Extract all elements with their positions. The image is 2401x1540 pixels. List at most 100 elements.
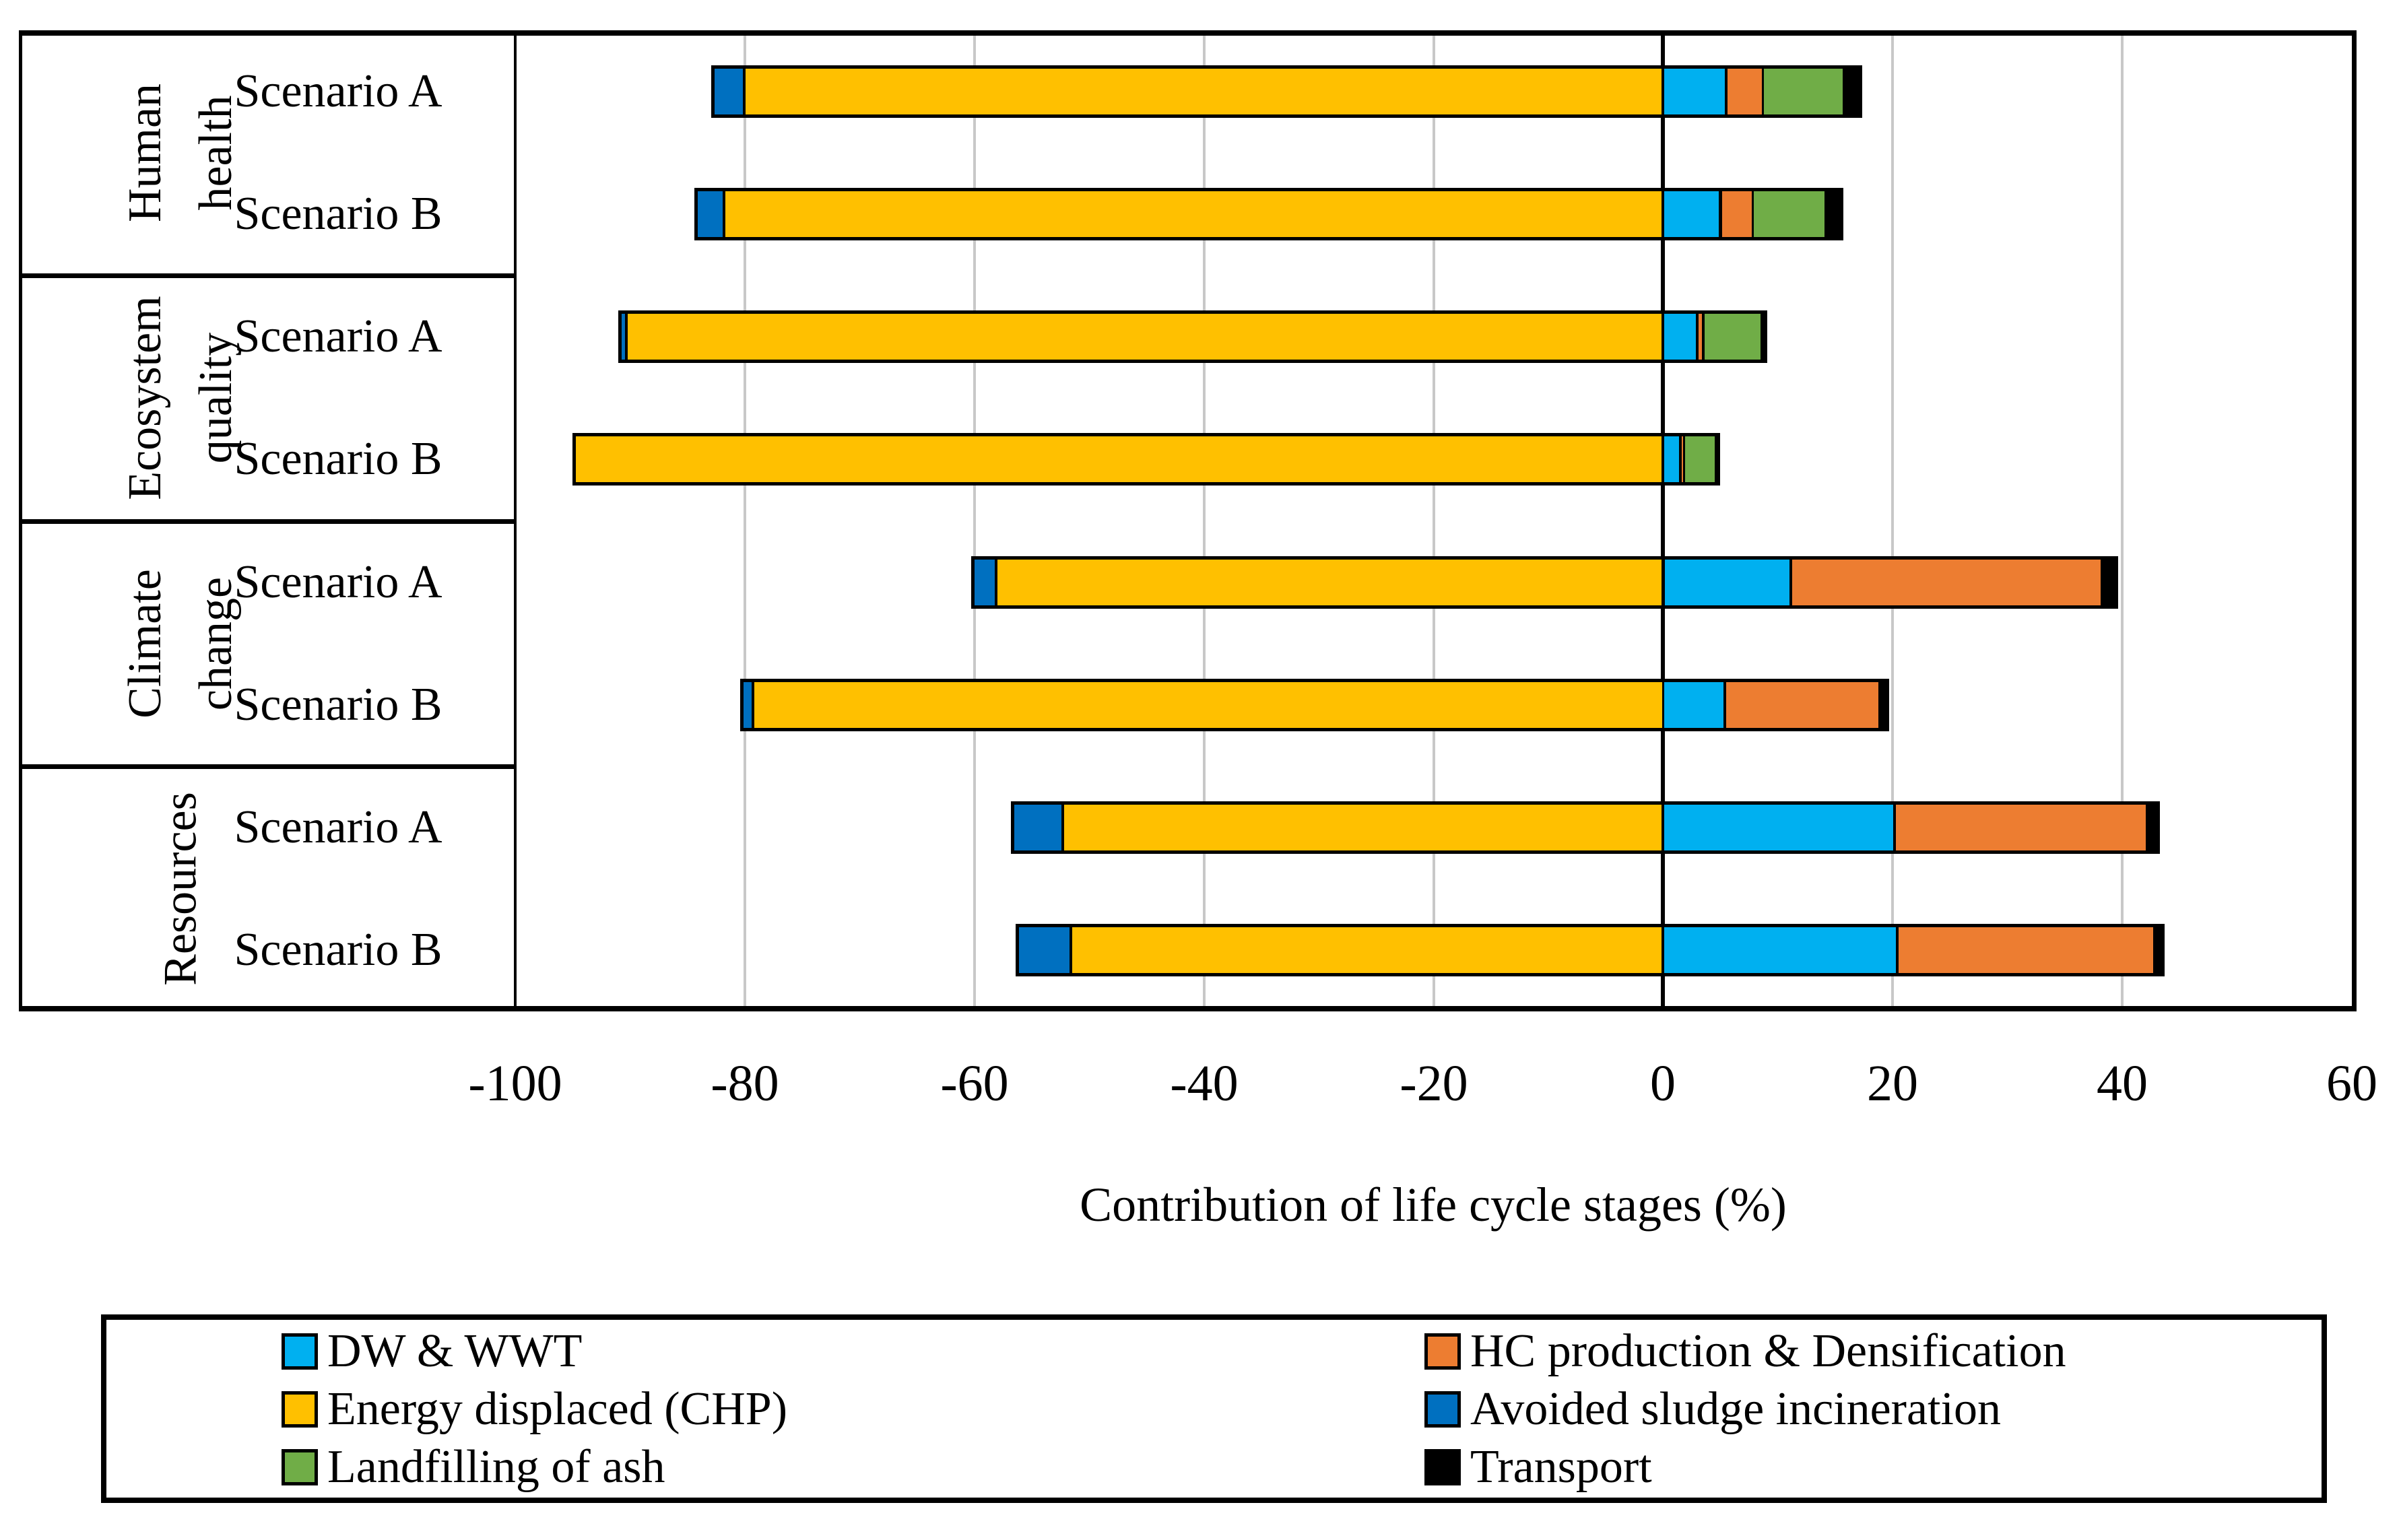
bar-segment-transport	[1717, 436, 1719, 482]
bar-segment-energy-displaced-chp	[725, 191, 1662, 237]
scenario-label: Scenario B	[234, 433, 442, 485]
stacked-bar	[694, 188, 1843, 240]
x-tick-label: -40	[1170, 1055, 1239, 1112]
stacked-bar	[740, 679, 1889, 731]
zero-axis-line	[1661, 36, 1665, 1006]
chart-bottom-axis	[19, 1006, 2357, 1011]
bar-segment-avoided-sludge-incineration	[622, 314, 625, 360]
stacked-bar	[971, 556, 2118, 609]
bar-segment-avoided-sludge-incineration	[715, 69, 743, 114]
bar-segment-hc-production-densification	[1722, 191, 1752, 237]
x-tick-label: -80	[711, 1055, 779, 1112]
bar-segment-transport	[1845, 69, 1859, 114]
legend-label: Transport	[1470, 1441, 1652, 1493]
legend-swatch-avoided-sludge-incineration	[1424, 1391, 1461, 1428]
vertical-gridline	[1203, 36, 1206, 1006]
bar-segment-dw-wwt	[1664, 69, 1725, 114]
legend: DW & WWT Energy displaced (CHP) Landfillin…	[101, 1314, 2327, 1503]
legend-item: HC production & Densification	[1424, 1325, 2066, 1377]
bar-segment-transport	[2103, 560, 2115, 605]
x-tick-label: -20	[1400, 1055, 1468, 1112]
bar-segment-hc-production-densification	[1726, 682, 1878, 728]
bar-segment-transport	[1881, 682, 1886, 728]
legend-swatch-landfilling-of-ash	[282, 1449, 318, 1485]
chart-top-border	[19, 30, 2357, 36]
stacked-bar	[711, 65, 1862, 118]
bar-segment-hc-production-densification	[1792, 560, 2101, 605]
legend-label: DW & WWT	[327, 1325, 583, 1377]
scenario-label: Scenario A	[234, 801, 442, 853]
x-tick-label: 20	[1867, 1055, 1918, 1112]
bar-segment-landfilling-of-ash	[1685, 436, 1715, 482]
x-tick-label: 60	[2326, 1055, 2377, 1112]
bar-segment-energy-displaced-chp	[997, 560, 1662, 605]
bar-segment-dw-wwt	[1664, 314, 1696, 360]
bar-segment-avoided-sludge-incineration	[744, 682, 752, 728]
bar-segment-avoided-sludge-incineration	[698, 191, 723, 237]
bar-segment-energy-displaced-chp	[746, 69, 1662, 114]
legend-label: Landfilling of ash	[327, 1441, 665, 1493]
bar-segment-energy-displaced-chp	[754, 682, 1662, 728]
x-tick-label: 40	[2097, 1055, 2148, 1112]
legend-label: HC production & Densification	[1470, 1325, 2066, 1377]
bar-segment-landfilling-of-ash	[1754, 191, 1824, 237]
group-divider	[19, 273, 515, 278]
x-tick-label: 0	[1650, 1055, 1676, 1112]
vertical-gridline	[1891, 36, 1894, 1006]
bar-segment-energy-displaced-chp	[1072, 927, 1662, 973]
bar-segment-transport	[2148, 805, 2157, 850]
stacked-bar	[1016, 924, 2165, 976]
group-divider	[19, 764, 515, 769]
group-divider	[19, 519, 515, 524]
legend-label: Avoided sludge incineration	[1470, 1383, 2001, 1435]
bar-segment-dw-wwt	[1664, 191, 1719, 237]
bar-segment-landfilling-of-ash	[1705, 314, 1761, 360]
bar-segment-hc-production-densification	[1699, 314, 1702, 360]
scenario-label: Scenario A	[234, 556, 442, 608]
x-tick-label: -100	[468, 1055, 562, 1112]
bar-segment-energy-displaced-chp	[1064, 805, 1662, 850]
bar-segment-dw-wwt	[1664, 805, 1893, 850]
bar-segment-hc-production-densification	[1899, 927, 2153, 973]
bar-segment-landfilling-of-ash	[1764, 69, 1843, 114]
vertical-gridline	[973, 36, 976, 1006]
bar-segment-hc-production-densification	[1682, 436, 1683, 482]
bar-segment-hc-production-densification	[1728, 69, 1762, 114]
x-axis-title: Contribution of life cycle stages (%)	[1080, 1178, 1787, 1232]
bar-segment-transport	[2156, 927, 2161, 973]
bar-segment-dw-wwt	[1664, 927, 1896, 973]
scenario-label: Scenario A	[234, 65, 442, 117]
legend-item: Avoided sludge incineration	[1424, 1383, 2001, 1435]
stacked-bar	[1011, 801, 2160, 854]
bar-segment-dw-wwt	[1665, 560, 1789, 605]
vertical-gridline	[2121, 36, 2124, 1006]
legend-swatch-energy-displaced-chp	[282, 1391, 318, 1428]
scenario-label: Scenario B	[234, 679, 442, 731]
legend-label: Energy displaced (CHP)	[327, 1383, 788, 1435]
plot-right-border	[2352, 30, 2357, 1011]
x-tick-label: -60	[940, 1055, 1009, 1112]
legend-swatch-dw-wwt	[282, 1333, 318, 1370]
vertical-gridline	[1433, 36, 1435, 1006]
bar-segment-energy-displaced-chp	[576, 436, 1662, 482]
scenario-label: Scenario B	[234, 924, 442, 976]
plot-left-border	[514, 30, 517, 1011]
vertical-gridline	[744, 36, 746, 1006]
bar-segment-avoided-sludge-incineration	[1014, 805, 1061, 850]
scenario-label: Scenario B	[234, 188, 442, 240]
legend-item: Transport	[1424, 1441, 1652, 1493]
bar-segment-dw-wwt	[1664, 436, 1679, 482]
bar-segment-avoided-sludge-incineration	[1019, 927, 1070, 973]
bar-segment-hc-production-densification	[1896, 805, 2146, 850]
legend-item: DW & WWT	[282, 1325, 583, 1377]
legend-item: Landfilling of ash	[282, 1441, 665, 1493]
scenario-label: Scenario A	[234, 310, 442, 362]
bar-segment-transport	[1763, 314, 1765, 360]
bar-segment-avoided-sludge-incineration	[975, 560, 995, 605]
stacked-bar	[618, 310, 1767, 363]
legend-item: Energy displaced (CHP)	[282, 1383, 788, 1435]
legend-swatch-hc-production-densification	[1424, 1333, 1461, 1370]
legend-swatch-transport	[1424, 1449, 1461, 1485]
